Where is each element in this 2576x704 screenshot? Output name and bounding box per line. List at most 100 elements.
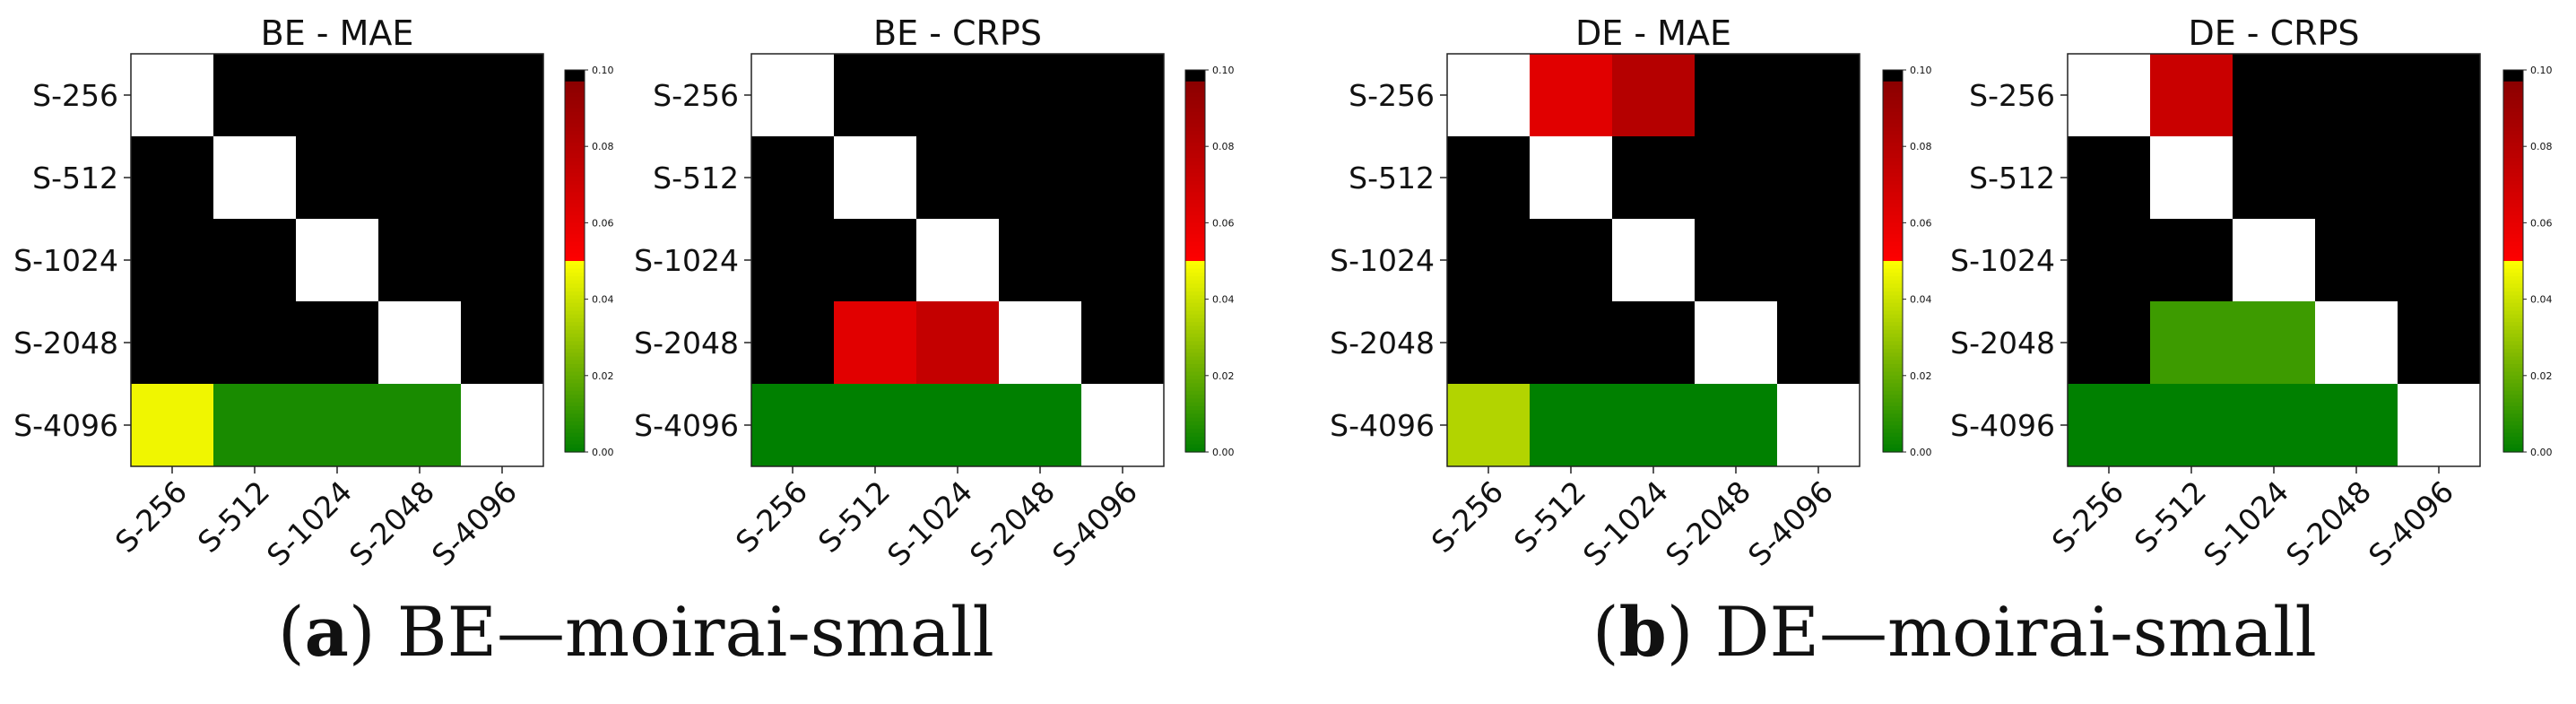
colorbar-segment [565,314,585,319]
heatmap-cell [296,219,379,302]
colorbar-segment [1185,108,1205,113]
colorbar-segment [2503,276,2523,281]
colorbar-segment [1185,268,1205,274]
colorbar-segment [1185,421,1205,426]
y-tick-label: S-4096 [634,408,739,443]
colorbar-segment [2503,421,2523,426]
colorbar-segment [1185,104,1205,109]
heatmap-cell [1447,54,1531,137]
x-tick-label: S-1024 [1576,474,1675,573]
colorbar-segment [565,77,585,83]
heatmap-cell [1777,219,1860,302]
colorbar-segment [565,89,585,94]
colorbar-segment [1185,184,1205,189]
colorbar-segment [565,387,585,392]
colorbar-segment [565,432,585,438]
colorbar-segment [565,310,585,316]
colorbar-segment [1185,238,1205,243]
colorbar-segment [2503,302,2523,308]
colorbar-segment [1883,89,1903,94]
colorbar-segment [1185,207,1205,213]
x-tick-label: S-256 [2045,474,2130,560]
colorbar-segment [1883,245,1903,250]
y-tick-label: S-1024 [1950,243,2055,278]
y-tick-label: S-2048 [13,326,118,361]
colorbar-segment [1883,421,1903,426]
colorbar-segment [2503,326,2523,331]
colorbar-segment [1185,119,1205,125]
y-tick-label: S-4096 [13,408,118,443]
heatmap-cell [1081,54,1165,137]
colorbar-segment [1883,104,1903,109]
colorbar-segment [565,287,585,292]
heatmap-cell [1530,219,1613,302]
heatmap-cell [2315,384,2398,467]
colorbar-segment [2503,395,2523,399]
colorbar-segment [2503,70,2523,74]
heatmap-cell [461,219,544,302]
colorbar-segment [1883,249,1903,255]
colorbar-segment [2503,184,2523,189]
colorbar-segment [565,226,585,231]
colorbar-segment [2503,317,2523,323]
colorbar-segment [2503,268,2523,274]
y-tick-label: S-512 [653,161,739,196]
x-tick-label: S-256 [729,474,814,560]
colorbar-segment [1883,253,1903,258]
colorbar-tick-label: 0.04 [1212,294,1235,306]
colorbar-segment [1883,317,1903,323]
colorbar-segment [565,410,585,414]
heatmap-cell [1695,384,1778,467]
colorbar-segment [1883,283,1903,289]
colorbar-segment [1883,280,1903,285]
colorbar-segment [1883,364,1903,369]
colorbar-segment [1883,299,1903,304]
heatmap-cell [213,136,297,220]
colorbar-segment [1883,348,1903,353]
heatmap-cell [751,301,835,385]
colorbar-frame [564,69,585,453]
colorbar-segment [2503,322,2523,327]
heatmap-cell [2068,54,2151,137]
colorbar-segment [1185,444,1205,449]
colorbar-segment [565,169,585,174]
colorbar-segment [1185,256,1205,262]
colorbar-segment [1185,222,1205,228]
colorbar-segment [565,368,585,373]
colorbar-segment [565,352,585,358]
colorbar-segment [1883,395,1903,399]
colorbar-segment [565,256,585,262]
colorbar-segment [1185,196,1205,201]
heatmap-cell [2398,219,2481,302]
heatmap-cell [916,384,1000,467]
colorbar-tick-label: 0.08 [2530,141,2553,152]
colorbar-segment [2503,448,2523,453]
colorbar-segment [2503,108,2523,113]
colorbar-segment [1883,375,1903,380]
y-tick-label: S-1024 [634,243,739,278]
colorbar-segment [1185,234,1205,239]
heatmap-cell [296,54,379,137]
colorbar-segment [565,436,585,441]
colorbar-segment [2503,375,2523,380]
colorbar-segment [1883,96,1903,101]
colorbar-segment [2503,379,2523,384]
colorbar-segment [565,111,585,117]
colorbar-segment [1185,299,1205,304]
colorbar-segment [2503,104,2523,109]
colorbar-segment [1883,150,1903,155]
colorbar-segment [1185,402,1205,407]
colorbar-segment [1185,74,1205,79]
colorbar-segment [565,375,585,380]
colorbar-segment [1883,108,1903,113]
heatmap-cell [378,384,462,467]
x-tick-label: S-2048 [963,474,1062,573]
heatmap-cell [2150,301,2233,385]
colorbar-segment [2503,383,2523,388]
colorbar-segment [565,329,585,335]
heatmap-cell [378,301,462,385]
colorbar-segment [1883,390,1903,395]
heatmap-cell [2398,54,2481,137]
colorbar-segment [565,333,585,338]
